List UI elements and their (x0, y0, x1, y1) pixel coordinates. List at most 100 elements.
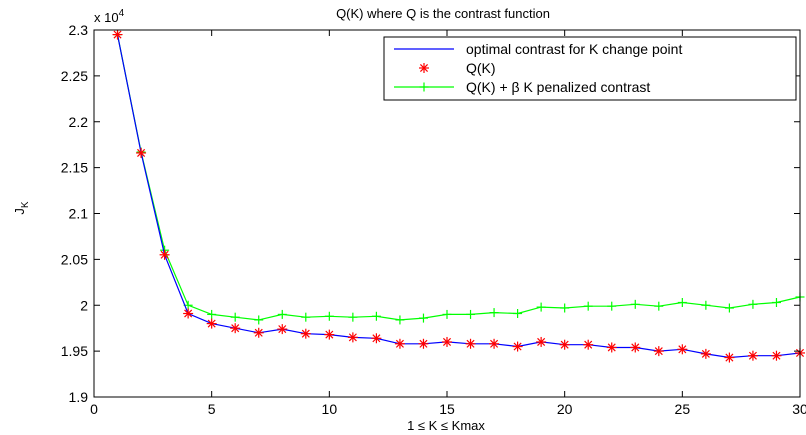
star-stroke (184, 309, 193, 318)
star-stroke (254, 328, 263, 337)
star-stroke (325, 330, 334, 339)
star-stroke (654, 347, 663, 356)
data-point-star (418, 338, 429, 349)
star-stroke (301, 329, 310, 338)
y-tick-label: 2.2 (69, 114, 89, 130)
data-point-plus (324, 311, 334, 321)
data-point-plus (701, 300, 711, 310)
series-2 (112, 29, 805, 363)
y-axis-label: JK (12, 201, 31, 215)
series-line (116, 34, 801, 359)
legend-item: Q(K) (419, 60, 496, 76)
exponent-power: 4 (119, 8, 125, 19)
data-point-star (230, 323, 241, 334)
legend-box (383, 36, 797, 101)
data-point-star (347, 332, 358, 343)
data-point-star (159, 249, 170, 260)
data-point-star (583, 339, 594, 350)
data-point-plus (418, 313, 428, 323)
exponent-label: x 104 (94, 8, 125, 25)
data-point-star (630, 342, 641, 353)
star-stroke (372, 334, 381, 343)
data-point-star (300, 328, 311, 339)
data-point-star (277, 324, 288, 335)
x-tick-label: 15 (439, 401, 455, 417)
data-point-star (206, 318, 217, 329)
data-point-star (771, 350, 782, 361)
data-point-star (253, 327, 264, 338)
data-point-plus (371, 311, 381, 321)
x-tick-label: 25 (675, 401, 691, 417)
x-tick-label: 5 (208, 401, 216, 417)
data-point-star (653, 346, 664, 357)
data-point-star (442, 336, 452, 347)
data-point-plus (466, 309, 476, 319)
chart-title: Q(K) where Q is the contrast function (336, 6, 550, 21)
data-point-star (747, 350, 758, 361)
y-tick-label: 1.9 (69, 389, 89, 405)
data-point-plus (395, 315, 405, 325)
legend-item: Q(K) + β K penalized contrast (394, 79, 650, 95)
star-stroke (395, 339, 404, 348)
legend-swatch-marker (419, 63, 429, 73)
star-stroke (490, 339, 499, 348)
star-stroke (631, 343, 640, 352)
data-point-star (183, 308, 194, 319)
data-point-star (724, 352, 735, 363)
legend-item: optimal contrast for K change point (394, 41, 682, 57)
star-stroke (748, 351, 757, 360)
data-point-plus (207, 309, 217, 319)
star-stroke (772, 351, 781, 360)
data-point-plus (277, 309, 287, 319)
data-point-star (677, 344, 688, 355)
data-point-plus (348, 312, 358, 322)
star-stroke (419, 339, 428, 348)
y-tick-label: 2.1 (69, 206, 89, 222)
star-stroke (560, 340, 569, 349)
x-axis-label: 1 ≤ K ≤ Kmax (407, 418, 485, 433)
data-point-plus (607, 301, 617, 311)
y-tick-label: 2 (80, 297, 88, 313)
series-layer (112, 29, 805, 363)
y-axis-label-main: J (12, 208, 27, 215)
data-point-plus (442, 309, 452, 319)
data-point-plus (583, 301, 593, 311)
star-stroke (466, 339, 475, 348)
data-point-plus (677, 297, 687, 307)
data-point-star (489, 338, 500, 349)
star-stroke (207, 319, 216, 328)
star-stroke (278, 325, 287, 334)
y-tick-label: 1.95 (61, 343, 88, 359)
star-stroke (160, 250, 169, 259)
data-point-plus (489, 308, 499, 318)
x-tick-label: 0 (90, 401, 98, 417)
data-point-plus (724, 303, 734, 313)
data-point-plus (654, 301, 664, 311)
star-stroke (113, 30, 122, 39)
star-stroke (137, 148, 146, 157)
legend-swatch-marker (419, 82, 429, 92)
exponent-base: x 10 (94, 10, 119, 25)
data-point-plus (513, 309, 523, 319)
star-stroke (725, 353, 734, 362)
legend: optimal contrast for K change point Q(K) Q… (383, 36, 797, 101)
data-point-plus (560, 303, 570, 313)
legend-label: Q(K) (466, 60, 496, 76)
data-point-plus (536, 302, 546, 312)
data-point-star (394, 338, 405, 349)
data-point-plus (301, 312, 311, 322)
data-point-star (512, 341, 523, 352)
legend-label: Q(K) + β K penalized contrast (466, 79, 650, 95)
y-axis-label-subscript: K (20, 201, 31, 208)
data-point-star (371, 333, 382, 344)
data-point-plus (630, 299, 640, 309)
star-stroke (419, 63, 429, 73)
x-tick-label: 20 (557, 401, 573, 417)
star-stroke (584, 340, 593, 349)
star-stroke (348, 333, 357, 342)
data-point-star (324, 329, 335, 340)
data-point-star (136, 147, 147, 158)
data-point-plus (254, 315, 264, 325)
star-stroke (513, 342, 522, 351)
